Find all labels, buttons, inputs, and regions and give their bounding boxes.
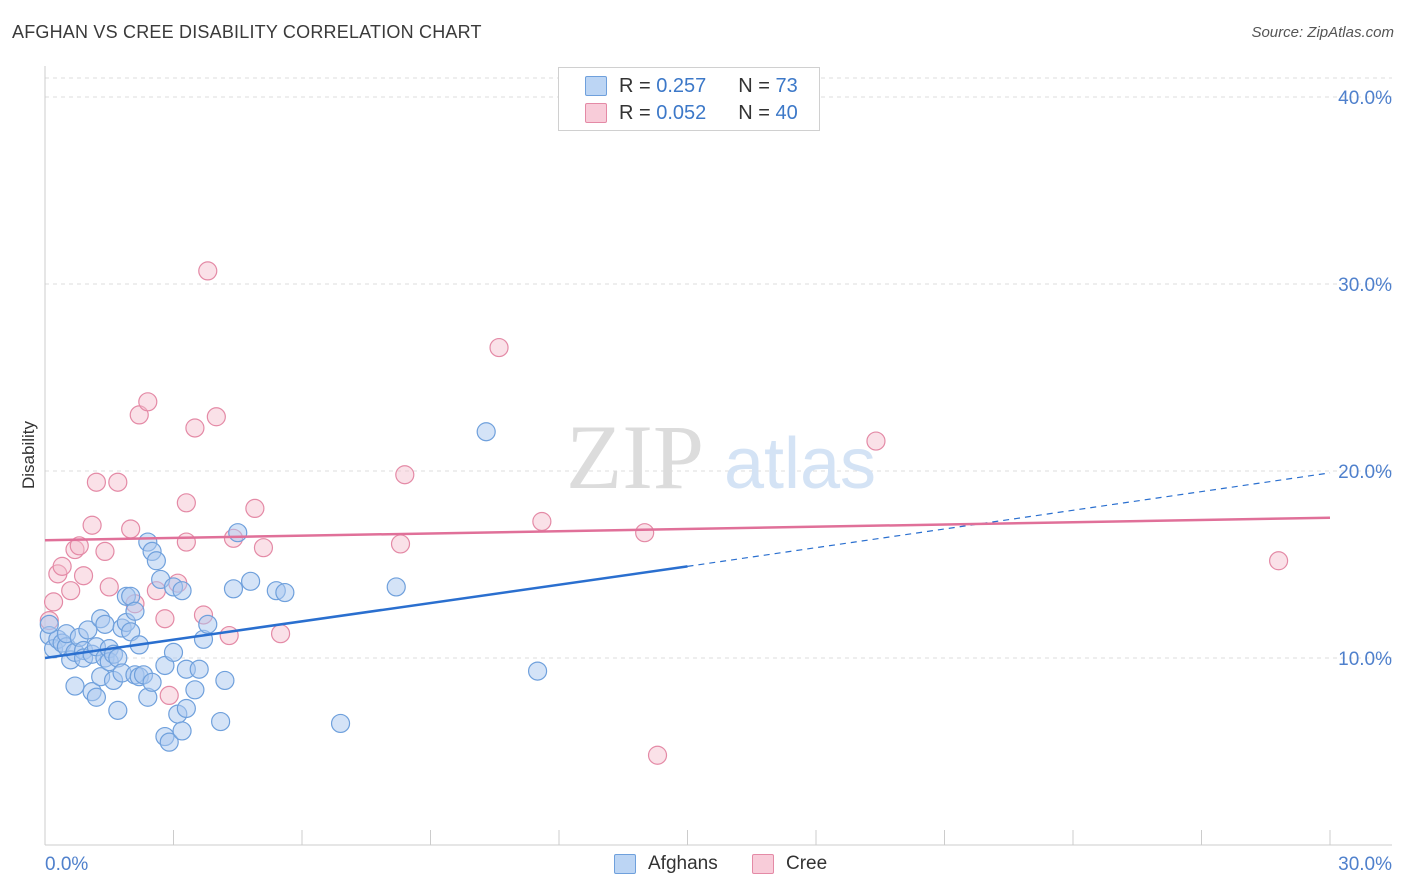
watermark-atlas: atlas <box>724 424 876 504</box>
cree-point <box>270 624 291 644</box>
afghans-point <box>275 582 295 603</box>
x-tick-label: 0.0% <box>45 854 88 875</box>
cree-point <box>73 566 94 586</box>
legend-row-afghans: R = 0.257 N = 73 <box>585 74 798 98</box>
cree-point <box>206 407 226 427</box>
cree-point <box>159 685 179 706</box>
tick-labels: 10.0% 20.0% 30.0% 40.0% 0.0% 30.0% <box>45 88 1392 875</box>
y-tick-label: 20.0% <box>1338 462 1392 483</box>
afghans-point <box>330 713 351 734</box>
bottom-legend-swatch-afghans <box>614 854 636 874</box>
x-tick-label: 30.0% <box>1338 854 1392 875</box>
afghans-point <box>172 721 192 741</box>
cree-point <box>99 577 119 597</box>
bottom-legend-label-afghans: Afghans <box>648 853 718 874</box>
afghans-point <box>185 680 205 700</box>
cree-point <box>108 472 128 492</box>
y-axis-label: Disability <box>19 420 38 489</box>
legend-row-cree: R = 0.052 N = 40 <box>585 101 798 125</box>
cree-point <box>866 431 886 451</box>
cree-trend-line <box>44 516 1331 542</box>
afghans-point <box>215 670 235 691</box>
afghans-point <box>86 687 107 707</box>
chart-title: AFGHAN VS CREE DISABILITY CORRELATION CH… <box>12 22 482 42</box>
legend-swatch-afghans <box>585 76 607 96</box>
afghans-point <box>78 620 98 640</box>
afghans-point <box>172 581 192 601</box>
legend-n-value: 40 <box>775 101 798 124</box>
afghans-point <box>142 672 162 692</box>
bottom-legend-label-cree: Cree <box>786 853 828 874</box>
cree-point <box>43 592 64 612</box>
afghans-point <box>146 551 166 571</box>
afghans-point <box>95 614 115 634</box>
afghans-point <box>241 571 261 591</box>
cree-point <box>185 418 205 438</box>
afghans-point <box>65 676 85 696</box>
trend-lines <box>44 472 1331 660</box>
legend-swatch-cree <box>585 103 607 123</box>
y-tick-label: 10.0% <box>1338 649 1392 670</box>
source-label: Source: ZipAtlas.com <box>1251 24 1394 41</box>
y-tick-label: 40.0% <box>1338 88 1392 109</box>
cree-point <box>82 515 102 535</box>
afghans-point <box>189 659 209 679</box>
legend-r-value: 0.257 <box>656 74 707 97</box>
cree-point <box>121 519 141 539</box>
legend-n-label: N = <box>738 74 770 97</box>
afghans-points <box>39 422 548 752</box>
afghans-point <box>228 523 248 543</box>
bottom-legend-swatch-cree <box>752 854 774 874</box>
cree-point <box>532 511 552 532</box>
bottom-legend-afghans: Afghans <box>614 852 718 876</box>
watermark-zip: ZIP <box>566 406 704 508</box>
stats-legend: R = 0.257 N = 73 R = 0.052 N = 40 <box>558 67 820 131</box>
cree-point <box>95 541 115 562</box>
legend-n-label: N = <box>738 101 770 124</box>
cree-point <box>52 556 72 576</box>
cree-point <box>155 609 175 629</box>
cree-point <box>635 523 655 543</box>
axes <box>44 66 1392 846</box>
cree-point <box>245 498 265 518</box>
afghans-point <box>176 698 196 719</box>
afghans-point <box>198 614 218 634</box>
afghans-point <box>211 711 231 732</box>
cree-point <box>176 493 196 513</box>
legend-r-label: R = <box>619 101 651 124</box>
cree-point <box>198 261 218 281</box>
legend-r-label: R = <box>619 74 651 97</box>
afghans-point <box>163 642 184 662</box>
cree-point <box>219 625 239 646</box>
afghans-point <box>108 700 128 720</box>
cree-point <box>390 534 411 554</box>
cree-point <box>176 532 196 552</box>
gridlines <box>45 77 1392 659</box>
legend-r-value: 0.052 <box>656 101 707 124</box>
cree-point <box>86 472 107 492</box>
cree-point <box>395 465 415 485</box>
cree-point <box>253 538 274 558</box>
afghans-point <box>39 614 59 634</box>
cree-point <box>1268 551 1289 571</box>
afghans-trend-line <box>44 565 688 660</box>
afghans-point <box>476 422 496 442</box>
cree-point <box>647 745 668 765</box>
y-tick-label: 30.0% <box>1338 275 1392 296</box>
afghans-trend-extension <box>687 472 1331 567</box>
cree-point <box>489 337 509 358</box>
watermark: ZIP atlas <box>566 406 876 508</box>
afghans-point <box>386 577 406 597</box>
cree-point <box>69 536 89 556</box>
cree-point <box>61 581 81 601</box>
bottom-legend-cree: Cree <box>752 852 827 876</box>
cree-point <box>138 392 158 412</box>
afghans-point <box>223 579 244 599</box>
legend-n-value: 73 <box>775 74 798 97</box>
afghans-point <box>125 601 145 621</box>
afghans-point <box>527 661 548 681</box>
afghans-point <box>159 732 179 752</box>
